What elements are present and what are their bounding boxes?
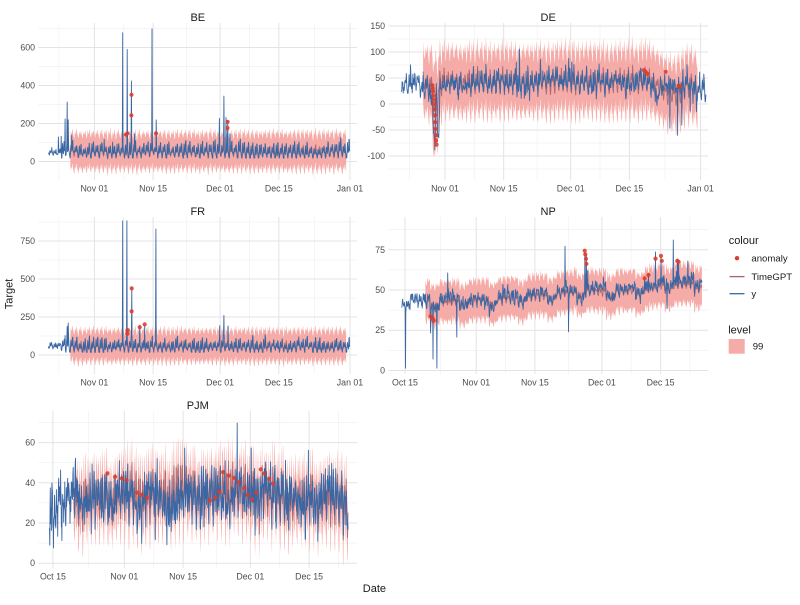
svg-text:Nov 15: Nov 15 xyxy=(169,572,197,582)
svg-text:99: 99 xyxy=(753,342,764,353)
svg-text:colour: colour xyxy=(729,235,759,247)
svg-text:Nov 15: Nov 15 xyxy=(139,184,167,194)
svg-text:Dec 01: Dec 01 xyxy=(236,572,264,582)
svg-text:25: 25 xyxy=(375,325,385,335)
svg-text:TimeGPT: TimeGPT xyxy=(751,272,792,283)
svg-text:DE: DE xyxy=(541,12,556,24)
svg-text:0: 0 xyxy=(380,99,385,109)
svg-text:Dec 15: Dec 15 xyxy=(647,378,675,388)
svg-text:Jan 01: Jan 01 xyxy=(687,184,714,194)
svg-text:NP: NP xyxy=(541,206,556,218)
svg-text:Nov 01: Nov 01 xyxy=(110,572,138,582)
svg-text:Nov 01: Nov 01 xyxy=(80,378,108,388)
svg-text:Dec 15: Dec 15 xyxy=(265,184,293,194)
svg-text:-50: -50 xyxy=(372,125,385,135)
svg-text:40: 40 xyxy=(25,478,35,488)
svg-text:Nov 01: Nov 01 xyxy=(462,378,490,388)
svg-text:Dec 01: Dec 01 xyxy=(557,184,585,194)
svg-text:Jan 01: Jan 01 xyxy=(337,184,364,194)
svg-text:y: y xyxy=(751,289,756,300)
svg-text:600: 600 xyxy=(20,43,35,53)
svg-text:100: 100 xyxy=(370,47,385,57)
svg-text:150: 150 xyxy=(370,21,385,31)
svg-text:PJM: PJM xyxy=(187,400,209,412)
svg-text:Jan 01: Jan 01 xyxy=(337,378,364,388)
svg-text:Dec 01: Dec 01 xyxy=(206,184,234,194)
svg-text:250: 250 xyxy=(20,312,35,322)
svg-text:50: 50 xyxy=(375,285,385,295)
svg-text:Nov 01: Nov 01 xyxy=(80,184,108,194)
svg-text:Oct 15: Oct 15 xyxy=(392,378,418,388)
svg-text:75: 75 xyxy=(375,245,385,255)
svg-text:60: 60 xyxy=(25,438,35,448)
svg-text:Nov 01: Nov 01 xyxy=(431,184,459,194)
svg-text:0: 0 xyxy=(30,157,35,167)
svg-text:Dec 15: Dec 15 xyxy=(615,184,643,194)
svg-text:Oct 15: Oct 15 xyxy=(40,572,66,582)
svg-text:Nov 15: Nov 15 xyxy=(139,378,167,388)
svg-text:Dec 01: Dec 01 xyxy=(588,378,616,388)
svg-text:FR: FR xyxy=(190,206,205,218)
svg-text:Dec 15: Dec 15 xyxy=(295,572,323,582)
svg-text:750: 750 xyxy=(20,236,35,246)
svg-text:500: 500 xyxy=(20,274,35,284)
svg-text:Dec 15: Dec 15 xyxy=(265,378,293,388)
svg-text:-100: -100 xyxy=(367,151,385,161)
svg-text:200: 200 xyxy=(20,119,35,129)
svg-text:Date: Date xyxy=(363,583,386,595)
svg-text:Target: Target xyxy=(4,279,16,310)
svg-text:BE: BE xyxy=(190,12,205,24)
svg-text:Nov 15: Nov 15 xyxy=(490,184,518,194)
svg-text:50: 50 xyxy=(375,73,385,83)
svg-text:400: 400 xyxy=(20,81,35,91)
svg-text:Nov 15: Nov 15 xyxy=(521,378,549,388)
svg-text:0: 0 xyxy=(380,366,385,376)
svg-text:0: 0 xyxy=(30,558,35,568)
svg-text:anomaly: anomaly xyxy=(751,253,787,264)
svg-text:20: 20 xyxy=(25,518,35,528)
svg-text:0: 0 xyxy=(30,350,35,360)
svg-text:level: level xyxy=(728,325,751,337)
svg-text:Dec 01: Dec 01 xyxy=(206,378,234,388)
